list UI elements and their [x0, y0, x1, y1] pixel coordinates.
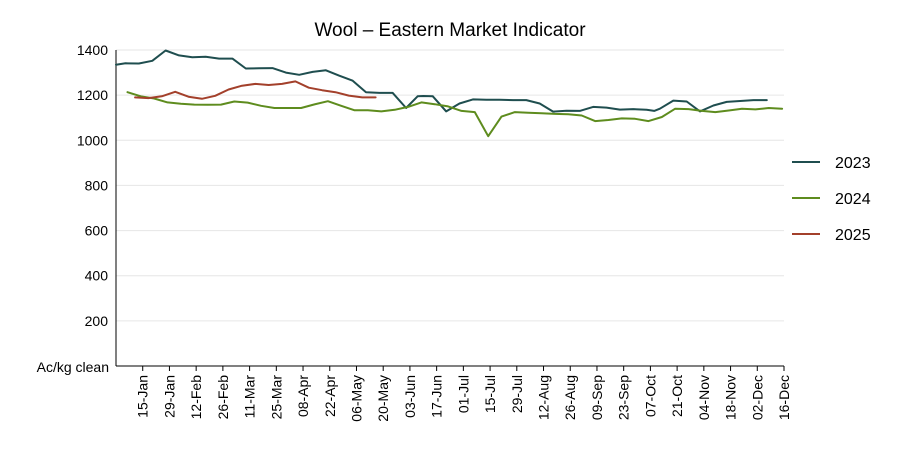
x-tick-label: 20-May — [375, 375, 391, 422]
x-tick-label: 11-Mar — [242, 375, 258, 419]
legend-label-2023: 2023 — [835, 155, 871, 172]
x-tick-label: 25-Mar — [268, 375, 284, 420]
x-tick-label: 08-Apr — [295, 375, 311, 417]
y-tick-label: 1200 — [77, 87, 108, 103]
legend: 2023 2024 2025 — [792, 155, 871, 244]
x-tick-label: 23-Sep — [616, 375, 632, 420]
x-tick-label: 07-Oct — [642, 375, 658, 417]
y-tick-label: 1400 — [77, 42, 108, 58]
x-tick-label: 22-Apr — [322, 375, 338, 417]
legend-label-2024: 2024 — [835, 191, 871, 208]
x-tick-label: 06-May — [348, 375, 364, 422]
x-tick-label: 26-Feb — [215, 375, 231, 420]
series-lines — [115, 49, 784, 138]
x-tick-label: 29-Jul — [509, 375, 525, 413]
x-tick-label: 03-Jun — [402, 375, 418, 418]
x-tick-label: 16-Dec — [776, 375, 792, 420]
legend-label-2025: 2025 — [835, 227, 871, 244]
x-tick-label: 15-Jan — [135, 375, 151, 418]
axes: 200 400 600 800 1000 1200 1400 15-Jan 29-Jan 12-F… — [77, 42, 792, 422]
series-line-2025 — [134, 80, 377, 100]
y-tick-label: 200 — [85, 313, 109, 329]
x-tick-label: 21-Oct — [669, 375, 685, 417]
y-tick-label: 800 — [85, 177, 109, 193]
x-tick-label: 01-Jul — [455, 375, 471, 413]
series-line-2024 — [126, 91, 784, 138]
y-tick-label: 400 — [85, 268, 109, 284]
x-tick-label: 12-Aug — [536, 375, 552, 420]
x-tick-label: 26-Aug — [562, 375, 578, 420]
y-tick-label: 1000 — [77, 132, 108, 148]
x-tick-label: 18-Nov — [723, 375, 739, 420]
x-tick-label: 02-Dec — [749, 375, 765, 420]
y-tick-label: 600 — [85, 223, 109, 239]
x-tick-label: 15-Jul — [482, 375, 498, 413]
x-tick-label: 04-Nov — [696, 375, 712, 420]
series-line-2023 — [115, 49, 768, 113]
x-tick-label: 29-Jan — [161, 375, 177, 418]
chart-title: Wool – Eastern Market Indicator — [314, 20, 586, 41]
y-axis-unit-label: Ac/kg clean — [37, 359, 109, 375]
x-tick-label: 09-Sep — [589, 375, 605, 420]
grid-lines — [116, 49, 784, 322]
x-tick-label: 17-Jun — [429, 375, 445, 418]
x-tick-label: 12-Feb — [188, 375, 204, 420]
